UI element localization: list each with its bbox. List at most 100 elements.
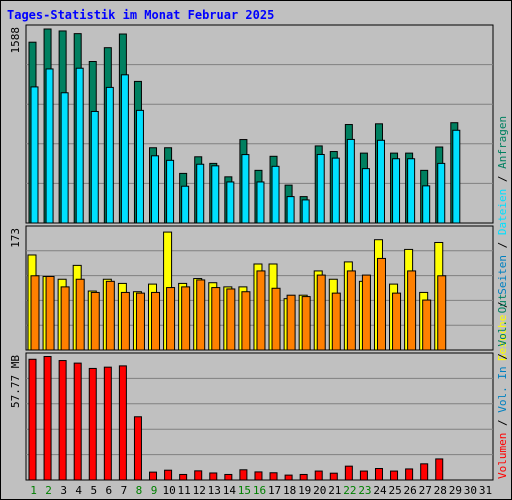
x-day-label: 28: [434, 484, 447, 497]
legend-requests-visits-part: /: [496, 235, 509, 255]
y-tick-label-requests: 1588: [9, 27, 22, 54]
dateien-bar: [316, 153, 325, 224]
volumen-bar: [133, 416, 142, 481]
volumen-bar: [73, 362, 82, 481]
volumen-bar: [58, 360, 67, 481]
volumen-bar: [329, 472, 338, 481]
rechner-bar: [361, 274, 371, 351]
rechner-bar: [120, 291, 130, 351]
volumen-bar: [43, 356, 52, 481]
volumen-bar: [374, 468, 383, 481]
x-day-label: 8: [136, 484, 143, 497]
volumen-bar: [254, 471, 263, 481]
dateien-bar: [45, 68, 54, 224]
volumen-bar: [194, 470, 203, 481]
legend-volume-part: Vol. In: [496, 366, 509, 412]
x-day-label: 24: [373, 484, 387, 497]
legend-requests-visits-part: Anfragen: [496, 116, 509, 169]
volumen-bar: [209, 472, 218, 481]
x-day-label: 26: [404, 484, 417, 497]
legend-requests-visits-part: Besuche: [496, 315, 509, 361]
volumen-bar: [28, 358, 37, 481]
dateien-bar: [226, 181, 235, 224]
dateien-bar: [166, 159, 175, 224]
volumen-bar: [118, 365, 127, 481]
rechner-bar: [301, 296, 311, 351]
x-day-label: 1: [30, 484, 37, 497]
rechner-bar: [151, 291, 161, 351]
dateien-bar: [211, 165, 220, 224]
rechner-bar: [105, 280, 115, 351]
dateien-bar: [452, 129, 461, 224]
rechner-bar: [316, 274, 326, 351]
legend-volume-part: Vol. Out: [496, 294, 509, 347]
volumen-bar: [239, 469, 248, 481]
x-day-label: 14: [223, 484, 237, 497]
x-day-label: 31: [479, 484, 492, 497]
x-day-label: 25: [388, 484, 401, 497]
rechner-bar: [241, 291, 251, 351]
x-day-label: 11: [178, 484, 191, 497]
rechner-bar: [181, 286, 191, 351]
x-day-label: 27: [419, 484, 432, 497]
volumen-bar: [269, 472, 278, 481]
dateien-bar: [286, 196, 295, 224]
dateien-bar: [60, 92, 69, 224]
legend-volume: Volumen / Vol. In / Vol. Out: [496, 294, 509, 479]
rechner-bar: [407, 270, 417, 351]
rechner-bar: [135, 292, 145, 351]
dateien-bar: [331, 157, 340, 224]
legend-volume-part: /: [496, 347, 509, 367]
rechner-bar: [422, 299, 432, 351]
volumen-bar: [314, 470, 323, 481]
x-day-label: 29: [449, 484, 462, 497]
dateien-bar: [437, 162, 446, 224]
rechner-bar: [437, 275, 447, 351]
y-tick-label-volume: 57.77 MB: [9, 355, 22, 408]
x-day-label: 12: [193, 484, 206, 497]
x-day-label: 16: [253, 484, 266, 497]
dateien-bar: [90, 110, 99, 224]
legend-requests-visits-part: Dateien: [496, 189, 509, 235]
volumen-bar: [299, 473, 308, 481]
volumen-bar: [103, 366, 112, 481]
volumen-bar: [149, 471, 158, 481]
dateien-bar: [361, 168, 370, 224]
legend-volume-part: Volumen: [496, 433, 509, 479]
volumen-bar: [88, 367, 97, 481]
rechner-bar: [226, 288, 236, 351]
dateien-bar: [151, 155, 160, 224]
dateien-bar: [105, 86, 114, 224]
legend-requests-visits: Besuche / Seiten / Dateien / Anfragen: [496, 116, 509, 361]
rechner-bar: [45, 275, 55, 351]
dateien-bar: [196, 163, 205, 224]
x-day-label: 17: [268, 484, 281, 497]
x-day-label: 13: [208, 484, 221, 497]
dateien-bar: [135, 109, 144, 224]
volumen-bar: [435, 458, 444, 481]
y-tick-label-visits: 173: [9, 228, 22, 248]
x-day-label: 18: [283, 484, 296, 497]
legend-requests-visits-part: Seiten: [496, 255, 509, 295]
x-day-label: 4: [75, 484, 82, 497]
volumen-bar: [284, 474, 293, 481]
legend-requests-visits-part: /: [496, 169, 509, 189]
x-day-label: 19: [298, 484, 311, 497]
dateien-bar: [407, 158, 416, 224]
rechner-bar: [196, 279, 206, 351]
rechner-bar: [90, 291, 100, 351]
volumen-bar: [420, 463, 429, 481]
x-day-label: 10: [162, 484, 175, 497]
x-day-label: 2: [45, 484, 52, 497]
x-day-label: 22: [343, 484, 356, 497]
rechner-bar: [346, 270, 356, 351]
x-day-label: 30: [464, 484, 477, 497]
rechner-bar: [60, 286, 70, 351]
dateien-bar: [181, 185, 190, 224]
x-day-label: 9: [151, 484, 158, 497]
volumen-bar: [164, 469, 173, 481]
rechner-bar: [166, 287, 176, 351]
x-day-label: 23: [358, 484, 371, 497]
x-day-label: 21: [328, 484, 341, 497]
